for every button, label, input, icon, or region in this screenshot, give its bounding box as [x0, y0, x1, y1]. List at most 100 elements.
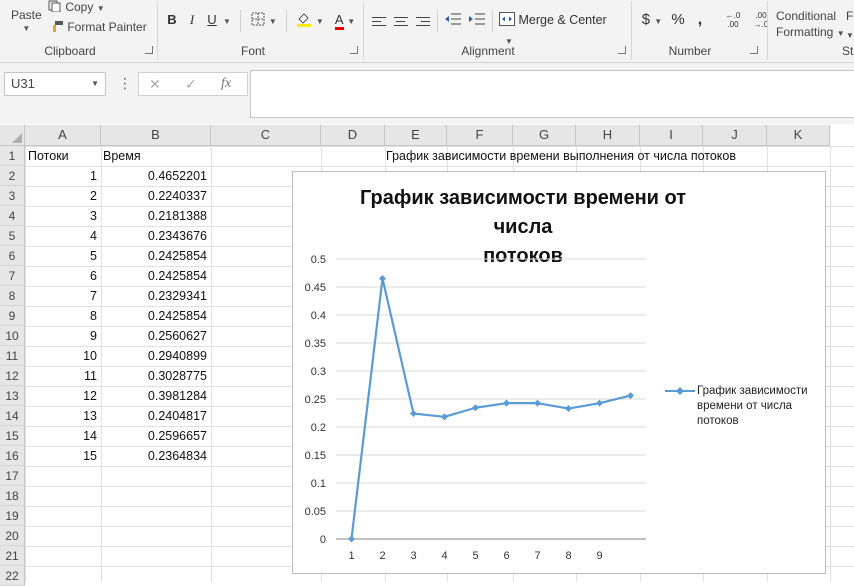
column-header-g[interactable]: G	[513, 125, 576, 146]
cell-b1[interactable]: Время	[103, 149, 141, 163]
format-as-table-button[interactable]: F	[846, 9, 854, 23]
alignment-launcher-icon[interactable]	[618, 46, 626, 54]
cell-b5[interactable]: 0.2343676	[147, 229, 207, 243]
select-all-corner[interactable]	[0, 125, 25, 146]
insert-function-icon[interactable]: fx	[221, 76, 232, 91]
cell-a6[interactable]: 5	[90, 249, 97, 263]
copy-button[interactable]: Copy ▼	[48, 0, 105, 16]
underline-dropdown-icon[interactable]: ▼	[223, 17, 231, 26]
plot-area[interactable]: 0 0.05 0.1 0.15 0.2 0.25 0.3 0.35 0.4 0.45 0.5 1 2 3 4…	[293, 172, 827, 575]
format-painter-button[interactable]: Format Painter	[50, 20, 147, 34]
align-right-button[interactable]	[416, 14, 430, 34]
row-header-1[interactable]: 1	[0, 146, 25, 166]
cell-b11[interactable]: 0.2940899	[147, 349, 207, 363]
column-header-d[interactable]: D	[321, 125, 385, 146]
cell-b12[interactable]: 0.3028775	[147, 369, 207, 383]
cell-b4[interactable]: 0.2181388	[147, 209, 207, 223]
row-header-12[interactable]: 12	[0, 366, 25, 386]
cell-a12[interactable]: 11	[84, 369, 97, 383]
align-center-button[interactable]	[394, 14, 408, 34]
cell-a11[interactable]: 10	[83, 349, 97, 363]
cell-b13[interactable]: 0.3981284	[147, 389, 207, 403]
cell-a4[interactable]: 3	[90, 209, 97, 223]
cell-b8[interactable]: 0.2329341	[147, 289, 207, 303]
cell-b7[interactable]: 0.2425854	[147, 269, 207, 283]
cell-a2[interactable]: 1	[90, 169, 97, 183]
formula-input[interactable]	[250, 70, 854, 118]
more-options-icon[interactable]: ⋮	[118, 75, 132, 91]
cell-a13[interactable]: 12	[83, 389, 97, 403]
cell-b3[interactable]: 0.2240337	[147, 189, 207, 203]
decrease-decimal-button[interactable]: .00 →.0	[749, 11, 773, 31]
row-header-10[interactable]: 10	[0, 326, 25, 346]
chart[interactable]: График зависимости времени от числа пото…	[292, 171, 826, 574]
cell-a3[interactable]: 2	[90, 189, 97, 203]
row-header-3[interactable]: 3	[0, 186, 25, 206]
align-left-button[interactable]	[372, 14, 386, 34]
name-box[interactable]: U31 ▼	[4, 72, 106, 96]
cell-b14[interactable]: 0.2404817	[147, 409, 207, 423]
enter-icon[interactable]: ✓	[185, 76, 197, 92]
row-header-19[interactable]: 19	[0, 506, 25, 526]
cell-a10[interactable]: 9	[90, 329, 97, 343]
row-header-13[interactable]: 13	[0, 386, 25, 406]
merge-center-button[interactable]: Merge & Center ▼	[499, 10, 624, 46]
column-header-j[interactable]: J	[703, 125, 767, 146]
clipboard-launcher-icon[interactable]	[145, 46, 153, 54]
bold-button[interactable]: B	[167, 12, 177, 27]
row-header-18[interactable]: 18	[0, 486, 25, 506]
format-as-table-dropdown-icon[interactable]: ▼	[846, 31, 854, 40]
cell-a9[interactable]: 8	[90, 309, 97, 323]
cell-b15[interactable]: 0.2596657	[147, 429, 207, 443]
cell-a15[interactable]: 14	[83, 429, 97, 443]
column-header-b[interactable]: B	[101, 125, 211, 146]
borders-button[interactable]: ▼	[250, 10, 278, 30]
decrease-indent-button[interactable]	[444, 10, 462, 30]
cell-a5[interactable]: 4	[90, 229, 97, 243]
row-header-6[interactable]: 6	[0, 246, 25, 266]
italic-button[interactable]: I	[189, 12, 195, 27]
row-header-7[interactable]: 7	[0, 266, 25, 286]
underline-button[interactable]: U	[207, 12, 217, 27]
cancel-icon[interactable]: ✕	[149, 76, 161, 92]
row-header-8[interactable]: 8	[0, 286, 25, 306]
cell-b16[interactable]: 0.2364834	[147, 449, 207, 463]
cell-a8[interactable]: 7	[90, 289, 97, 303]
cell-b9[interactable]: 0.2425854	[147, 309, 207, 323]
increase-indent-button[interactable]	[468, 10, 486, 30]
cell-b10[interactable]: 0.2560627	[147, 329, 207, 343]
increase-decimal-button[interactable]: ←.0 .00	[721, 11, 745, 31]
column-header-k[interactable]: K	[767, 125, 830, 146]
cell-a1[interactable]: Потоки	[28, 149, 69, 163]
row-header-5[interactable]: 5	[0, 226, 25, 246]
cell-a7[interactable]: 6	[90, 269, 97, 283]
number-launcher-icon[interactable]	[750, 46, 758, 54]
column-header-e[interactable]: E	[385, 125, 447, 146]
cell-a16[interactable]: 15	[83, 449, 97, 463]
row-header-14[interactable]: 14	[0, 406, 25, 426]
cell-d1[interactable]: График зависимости времени выполнения от…	[386, 149, 737, 163]
font-color-button[interactable]: A ▼	[330, 10, 360, 30]
column-header-h[interactable]: H	[576, 125, 640, 146]
name-box-dropdown-icon[interactable]: ▼	[91, 79, 99, 88]
paste-button[interactable]: Paste ▼	[11, 8, 42, 36]
conditional-formatting-button[interactable]: Conditional Formatting ▼	[776, 9, 845, 41]
row-header-4[interactable]: 4	[0, 206, 25, 226]
row-header-15[interactable]: 15	[0, 426, 25, 446]
row-header-9[interactable]: 9	[0, 306, 25, 326]
row-header-22[interactable]: 22	[0, 566, 25, 586]
row-header-16[interactable]: 16	[0, 446, 25, 466]
column-header-a[interactable]: A	[25, 125, 101, 146]
comma-button[interactable]: ,	[697, 11, 703, 28]
percent-button[interactable]: %	[671, 11, 685, 28]
row-header-11[interactable]: 11	[0, 346, 25, 366]
cell-b2[interactable]: 0.4652201	[147, 169, 207, 183]
row-header-17[interactable]: 17	[0, 466, 25, 486]
column-header-c[interactable]: C	[211, 125, 321, 146]
row-header-2[interactable]: 2	[0, 166, 25, 186]
cell-b6[interactable]: 0.2425854	[147, 249, 207, 263]
fill-color-button[interactable]: ▼	[294, 10, 326, 30]
column-header-i[interactable]: I	[640, 125, 703, 146]
column-header-f[interactable]: F	[447, 125, 513, 146]
row-header-21[interactable]: 21	[0, 546, 25, 566]
